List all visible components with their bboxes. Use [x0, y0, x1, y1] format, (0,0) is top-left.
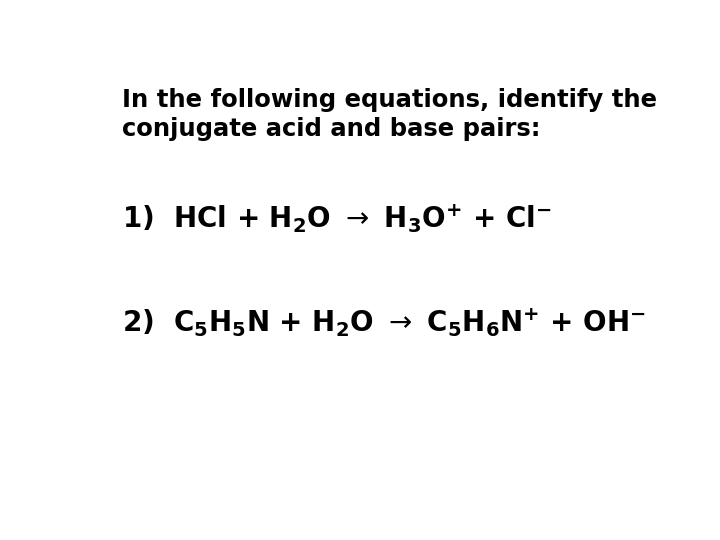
- Text: conjugate acid and base pairs:: conjugate acid and base pairs:: [122, 117, 540, 141]
- Text: In the following equations, identify the: In the following equations, identify the: [122, 87, 657, 112]
- Text: 2)  C$_\mathbf{5}$H$_\mathbf{5}$N + H$_\mathbf{2}$O $\rightarrow$ C$_\mathbf{5}$: 2) C$_\mathbf{5}$H$_\mathbf{5}$N + H$_\m…: [122, 306, 646, 339]
- Text: 1)  HCl + H$_\mathbf{2}$O $\rightarrow$ H$_\mathbf{3}$O$^\mathbf{+}$ + Cl$^\math: 1) HCl + H$_\mathbf{2}$O $\rightarrow$ H…: [122, 202, 552, 234]
